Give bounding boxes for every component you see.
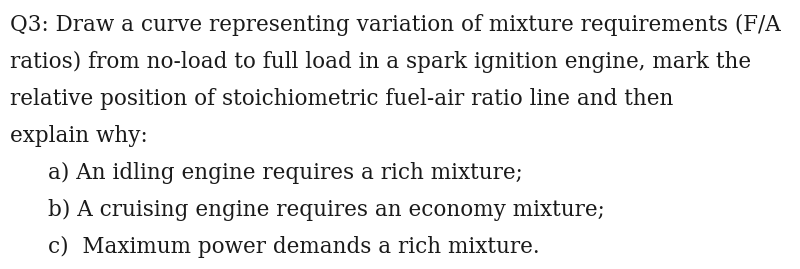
Text: explain why:: explain why:	[10, 125, 148, 147]
Text: a) An idling engine requires a rich mixture;: a) An idling engine requires a rich mixt…	[48, 162, 522, 184]
Text: ratios) from no-load to full load in a spark ignition engine, mark the: ratios) from no-load to full load in a s…	[10, 51, 751, 73]
Text: b) A cruising engine requires an economy mixture;: b) A cruising engine requires an economy…	[48, 199, 605, 221]
Text: c)  Maximum power demands a rich mixture.: c) Maximum power demands a rich mixture.	[48, 236, 540, 258]
Text: Q3: Draw a curve representing variation of mixture requirements (F/A: Q3: Draw a curve representing variation …	[10, 14, 781, 36]
Text: relative position of stoichiometric fuel-air ratio line and then: relative position of stoichiometric fuel…	[10, 88, 674, 110]
